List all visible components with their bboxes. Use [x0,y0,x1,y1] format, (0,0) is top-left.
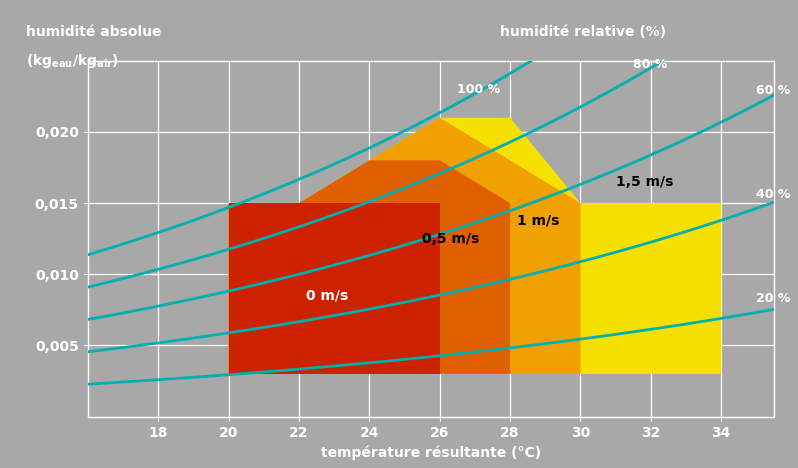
Text: 80 %: 80 % [634,58,668,71]
Text: 1 m/s: 1 m/s [517,213,559,227]
Text: 40 %: 40 % [757,188,791,201]
Text: humidité absolue: humidité absolue [26,25,161,39]
X-axis label: température résultante (°C): température résultante (°C) [321,445,541,460]
Polygon shape [228,203,440,374]
Text: 60 %: 60 % [757,84,791,97]
Text: 20 %: 20 % [757,292,791,305]
Text: 1,5 m/s: 1,5 m/s [616,175,673,189]
Text: humidité relative (%): humidité relative (%) [500,25,666,39]
Text: 100 %: 100 % [457,83,500,96]
Polygon shape [228,118,580,374]
Text: 0 m/s: 0 m/s [306,289,348,303]
Polygon shape [228,118,721,374]
Text: 0,5 m/s: 0,5 m/s [422,232,480,246]
Polygon shape [228,161,510,374]
Text: (kg$_{\mathregular{eau}}$/kg$_{\mathregular{air}}$): (kg$_{\mathregular{eau}}$/kg$_{\mathregu… [26,52,119,70]
